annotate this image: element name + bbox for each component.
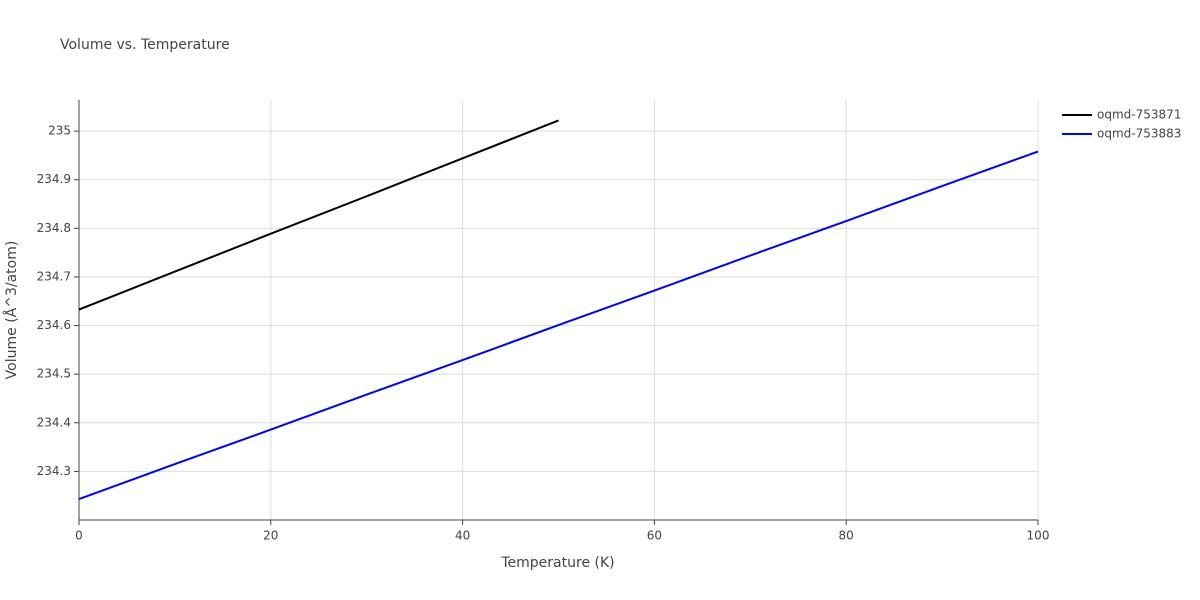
y-tick-label: 234.9 (37, 172, 71, 186)
x-tick-label: 100 (1027, 529, 1050, 543)
x-axis-label: Temperature (K) (500, 555, 614, 571)
y-tick-label: 234.6 (37, 318, 71, 332)
y-tick-label: 235 (48, 124, 71, 138)
x-tick-label: 60 (647, 529, 662, 543)
y-tick-label: 234.5 (37, 367, 71, 381)
series-line (78, 119, 559, 311)
x-tick-label: 40 (455, 529, 470, 543)
legend-label: oqmd-753871 (1097, 108, 1181, 122)
x-tick-label: 20 (263, 529, 278, 543)
legend-label: oqmd-753883 (1097, 127, 1181, 141)
y-axis-label: Volume (Å^3/atom) (3, 241, 20, 380)
chart-title: Volume vs. Temperature (60, 37, 230, 53)
y-tick-label: 234.4 (37, 415, 71, 429)
x-tick-label: 80 (839, 529, 854, 543)
y-tick-label: 234.8 (37, 221, 71, 235)
y-tick-label: 234.3 (37, 464, 71, 478)
x-tick-label: 0 (75, 529, 83, 543)
series-line (78, 150, 1039, 501)
y-tick-label: 234.7 (37, 269, 71, 283)
